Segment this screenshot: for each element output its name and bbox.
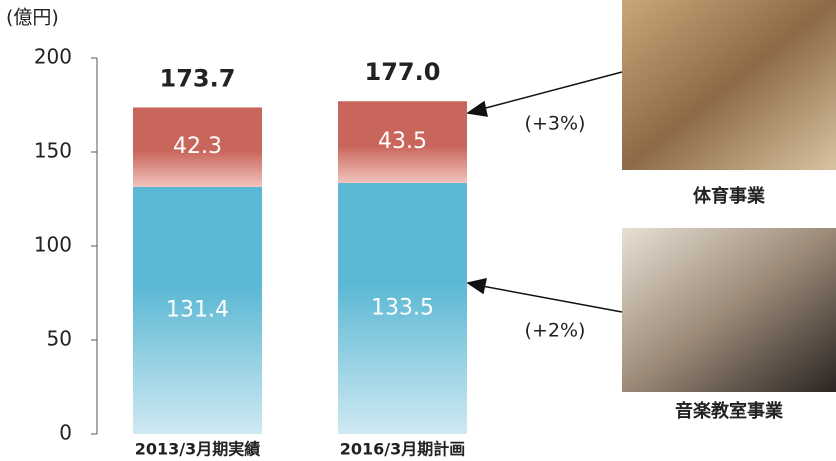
annotation: (+3%) xyxy=(525,113,586,135)
total-label: 177.0 xyxy=(365,58,441,86)
bar-segment xyxy=(133,107,262,187)
photo-caption: 体育事業 xyxy=(693,185,766,207)
annotation: (+2%) xyxy=(525,320,586,342)
photo-gymnastics xyxy=(622,0,836,170)
photo-caption: 音楽教室事業 xyxy=(675,400,784,422)
bar-segment xyxy=(133,186,262,434)
y-tick-label: 200 xyxy=(34,45,72,69)
bar-segment xyxy=(338,101,467,184)
photo-music-class xyxy=(622,228,836,392)
y-axis-label: (億円) xyxy=(6,7,59,29)
y-tick-label: 0 xyxy=(59,421,72,445)
value-label: 131.4 xyxy=(166,297,229,322)
bar-segment xyxy=(338,183,467,434)
value-label: 43.5 xyxy=(378,129,427,154)
y-tick-label: 150 xyxy=(34,139,72,163)
value-label: 42.3 xyxy=(173,134,222,159)
y-tick-label: 100 xyxy=(34,233,72,257)
y-tick-label: 50 xyxy=(47,327,72,351)
total-label: 173.7 xyxy=(160,64,236,92)
arrows xyxy=(466,71,623,313)
x-tick-label: 2013/3月期実績 xyxy=(135,440,261,459)
value-label: 133.5 xyxy=(371,296,434,321)
x-tick-label: 2016/3月期計画 xyxy=(340,440,466,459)
